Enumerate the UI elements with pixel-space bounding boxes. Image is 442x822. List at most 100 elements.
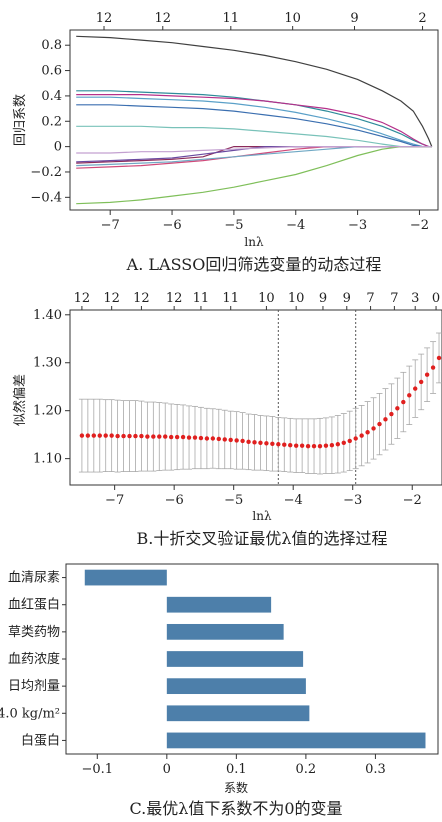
panel-a-caption: A. LASSO回归筛选变量的动态过程	[126, 255, 382, 274]
panel-b-y-tick-label: 1.40	[33, 308, 62, 323]
cv-point	[353, 436, 358, 441]
cv-point	[270, 441, 275, 446]
panel-b-x-tick-label: −7	[105, 493, 124, 508]
panel-a-top-label: 9	[350, 11, 358, 26]
coef-bar	[166, 651, 304, 667]
coef-path-6	[76, 125, 432, 148]
panel-b-top-label: 3	[411, 291, 419, 306]
panel-a-plot-frame	[69, 29, 439, 211]
panel-a-axes: −7 −6 −5 −4 −3 −2 0.8 0.6 0.4 0.2 0 −0.2 −0.4 12 12 11 1…	[30, 11, 429, 233]
coef-bar	[166, 596, 272, 613]
panel-a-x-tick-label: −7	[101, 218, 120, 233]
panel-a-top-label: 2	[418, 11, 426, 26]
panel-c-category-label: 草类药物	[8, 625, 60, 640]
cv-point	[186, 435, 192, 440]
cv-point	[168, 434, 174, 440]
panel-b-x-tick-label: −3	[343, 493, 362, 508]
cv-point	[359, 433, 364, 438]
cv-point	[210, 436, 216, 441]
panel-c-x-tick-label: 0.1	[226, 762, 247, 777]
panel-c-category-label: 血药浓度	[8, 651, 60, 667]
cv-point	[335, 442, 341, 447]
cv-point	[365, 430, 370, 435]
coef-path-3	[76, 93, 432, 148]
panel-b-x-tick-label: −2	[403, 493, 422, 508]
cv-point	[258, 440, 263, 446]
cv-point	[145, 434, 150, 439]
cv-point	[222, 437, 227, 442]
panel-c-category-label: 血红蛋白	[8, 597, 60, 613]
cv-point	[103, 433, 108, 438]
panel-b-y-tick-label: 1.10	[33, 452, 62, 467]
panel-b-top-label: 7	[390, 291, 398, 306]
panel-b-top-label: 0	[432, 291, 440, 306]
coef-path-1	[76, 35, 433, 147]
cv-point	[127, 433, 132, 439]
panel-b-x-tick-label: −4	[284, 493, 303, 508]
panel-b-top-label: 10	[258, 291, 275, 306]
cv-point	[288, 443, 293, 448]
panel-c-x-tick-label: 0.2	[296, 762, 317, 777]
panel-b-top-label: 11	[193, 291, 210, 306]
cv-point	[91, 433, 97, 438]
cv-point	[282, 442, 287, 447]
panel-b-top-label: 12	[133, 291, 150, 306]
cv-point	[329, 443, 335, 448]
panel-b-top-label: 11	[222, 291, 239, 306]
cv-point	[151, 434, 156, 439]
cv-point	[395, 406, 400, 411]
cv-point	[371, 426, 376, 431]
cv-point	[293, 443, 299, 448]
panel-a-top-label: 12	[96, 11, 113, 26]
panel-c-category-label: 白蛋白	[21, 732, 60, 748]
panel-b-top-label: 12	[166, 291, 183, 306]
panel-a-y-tick-label: −0.2	[30, 165, 62, 180]
cv-point	[180, 434, 186, 440]
panel-a-ylabel: 回归系数	[13, 94, 28, 146]
panel-c-x-tick-label: 0.3	[365, 762, 386, 777]
cv-point	[305, 443, 311, 449]
panel-b-points	[79, 355, 442, 449]
cv-point	[246, 439, 251, 445]
cv-point	[383, 417, 388, 422]
cv-point	[228, 437, 233, 443]
cv-point	[299, 443, 305, 448]
cv-point	[347, 438, 352, 444]
panel-b-plot-frame	[69, 309, 442, 486]
panel-c-xlabel: 系数	[224, 780, 248, 795]
panel-a-y-tick-label: 0.4	[41, 89, 62, 104]
panel-b-top-label: 7	[366, 291, 374, 306]
cv-point	[413, 386, 418, 391]
panel-c-x-tick-label: −0.1	[82, 762, 114, 777]
coef-bar	[166, 732, 426, 749]
panel-a-top-label: 10	[284, 11, 301, 26]
panel-b-error-bars	[78, 324, 442, 475]
panel-a-x-tick-label: −2	[410, 218, 429, 233]
panel-b-y-tick-label: 1.20	[33, 404, 62, 419]
coef-bar	[84, 569, 167, 586]
coef-path-10	[76, 146, 432, 167]
cv-point	[276, 442, 281, 447]
cv-point	[198, 435, 204, 441]
panel-a-x-tick-label: −3	[348, 218, 367, 233]
cv-point	[252, 440, 257, 445]
panel-a-x-tick-label: −5	[224, 218, 243, 233]
panel-a-y-tick-label: 0	[54, 140, 62, 155]
cv-point	[418, 379, 424, 385]
panel-b-top-label: 12	[103, 291, 120, 306]
coef-path-4	[76, 96, 432, 148]
panel-a-top-label: 11	[223, 11, 240, 26]
panel-b-axes: −7 −6 −5 −4 −3 −2 1.40 1.30 1.20 1.10 12 12 12 12 11 11…	[33, 291, 440, 508]
panel-c-x-tick-label: 0	[163, 762, 171, 777]
panel-a-lasso-path: −7 −6 −5 −4 −3 −2 0.8 0.6 0.4 0.2 0 −0.2 −0.4 12 12 11 1…	[13, 11, 439, 274]
cv-point	[133, 433, 138, 439]
cv-point	[377, 421, 382, 427]
cv-point	[240, 438, 245, 444]
cv-point	[109, 433, 114, 438]
panel-c-category-label: 日均剂量	[8, 679, 60, 694]
panel-c-category-label: 24.0 kg/m²	[0, 706, 60, 721]
panel-b-xlabel: lnλ	[252, 509, 272, 523]
panel-b-y-tick-label: 1.30	[33, 356, 62, 371]
